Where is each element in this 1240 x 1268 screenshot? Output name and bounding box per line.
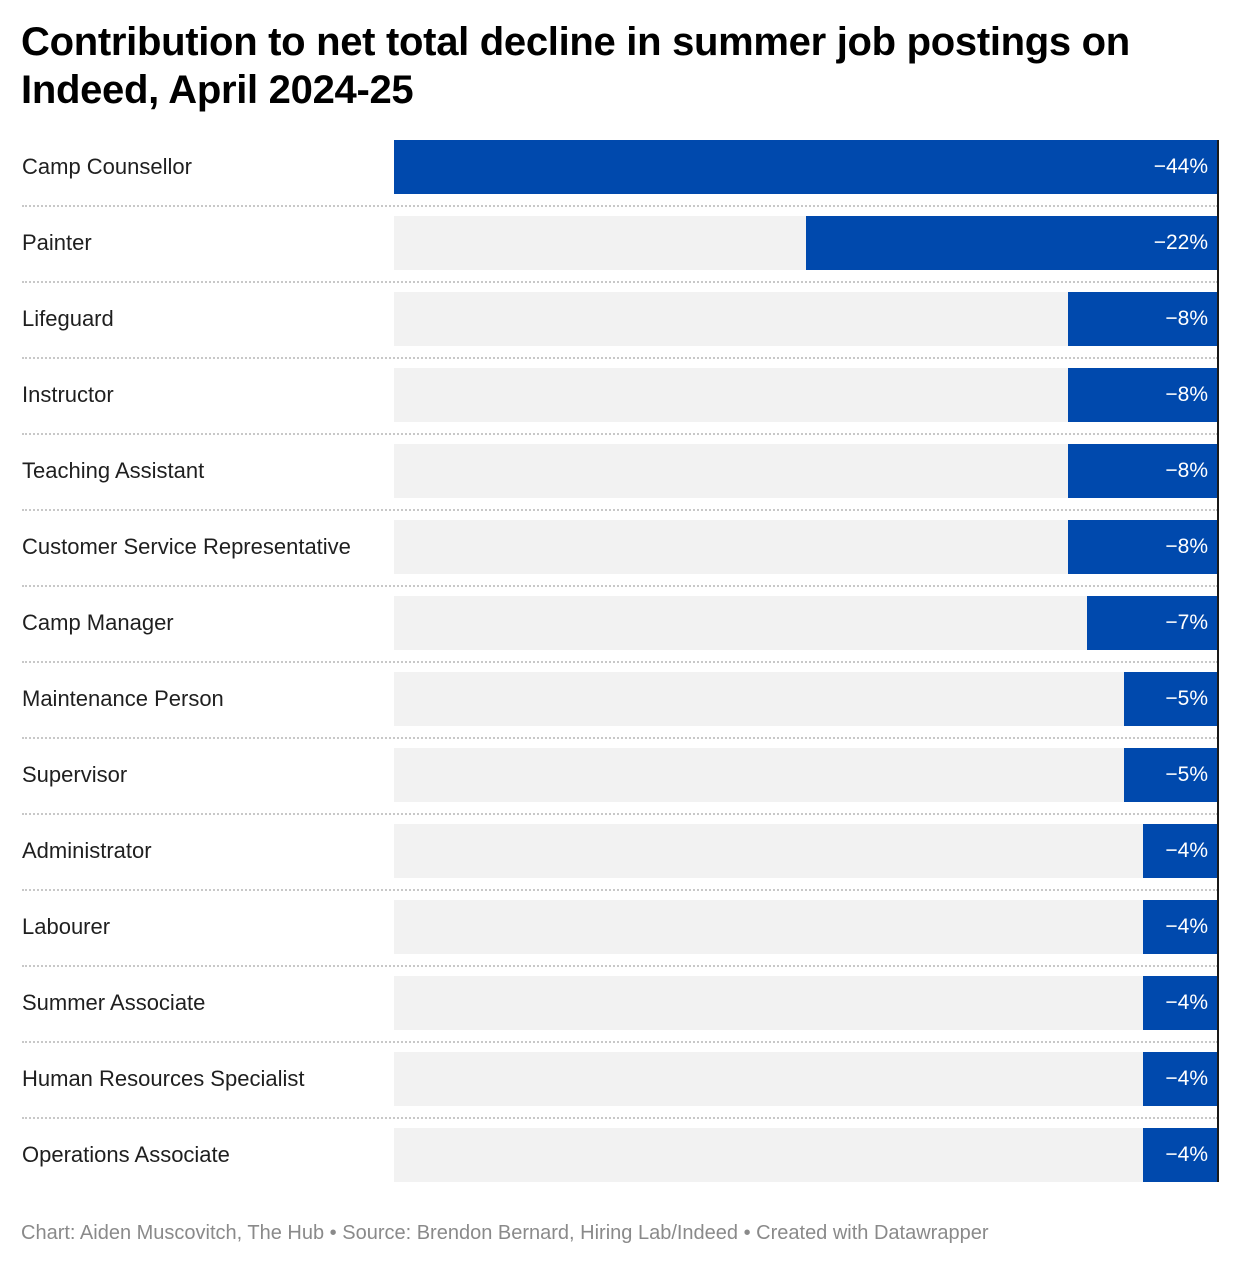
bar bbox=[1143, 1128, 1218, 1182]
bar-row: Painter −22% bbox=[22, 216, 1218, 292]
data-label: −4% bbox=[1165, 915, 1208, 938]
bar-row: Supervisor −5% bbox=[22, 748, 1218, 824]
data-label: −22% bbox=[1153, 231, 1208, 254]
zero-axis-line bbox=[1217, 140, 1219, 1182]
bar-track: −4% bbox=[394, 1052, 1218, 1106]
bar-track: −8% bbox=[394, 444, 1218, 498]
row-divider bbox=[22, 281, 1218, 283]
bar bbox=[1124, 748, 1218, 802]
bar-track: −4% bbox=[394, 900, 1218, 954]
category-label: Operations Associate bbox=[22, 1142, 230, 1167]
bar-track: −4% bbox=[394, 976, 1218, 1030]
bar-row: Lifeguard −8% bbox=[22, 292, 1218, 368]
row-divider bbox=[22, 737, 1218, 739]
category-label: Summer Associate bbox=[22, 990, 206, 1015]
row-divider bbox=[22, 813, 1218, 815]
category-label: Customer Service Representative bbox=[22, 534, 351, 559]
data-label: −8% bbox=[1165, 535, 1208, 558]
row-divider bbox=[22, 1041, 1218, 1043]
bar-track: −44% bbox=[394, 140, 1218, 194]
category-label: Labourer bbox=[22, 914, 111, 939]
row-divider bbox=[22, 357, 1218, 359]
bar-row: Maintenance Person −5% bbox=[22, 672, 1218, 748]
chart-title: Contribution to net total decline in sum… bbox=[21, 20, 1130, 112]
data-label: −7% bbox=[1165, 611, 1208, 634]
bar-row: Customer Service Representative −8% bbox=[22, 520, 1218, 596]
category-label: Maintenance Person bbox=[22, 686, 224, 711]
row-divider bbox=[22, 1117, 1218, 1119]
bar-row: Labourer −4% bbox=[22, 900, 1218, 976]
data-label: −8% bbox=[1165, 459, 1208, 482]
data-label: −4% bbox=[1165, 839, 1208, 862]
data-label: −4% bbox=[1165, 1143, 1208, 1166]
row-divider bbox=[22, 661, 1218, 663]
bar bbox=[1143, 1052, 1218, 1106]
row-divider bbox=[22, 433, 1218, 435]
bar-row: Instructor −8% bbox=[22, 368, 1218, 444]
bar bbox=[1087, 596, 1218, 650]
bar-row: Camp Counsellor −44% bbox=[22, 140, 1218, 216]
bar bbox=[1143, 824, 1218, 878]
bar bbox=[394, 140, 1218, 194]
category-label: Supervisor bbox=[22, 762, 128, 787]
bar-row: Teaching Assistant −8% bbox=[22, 444, 1218, 520]
category-label: Lifeguard bbox=[22, 306, 114, 331]
bar-track: −7% bbox=[394, 596, 1218, 650]
bar-track: −5% bbox=[394, 672, 1218, 726]
data-label: −8% bbox=[1165, 383, 1208, 406]
chart-footer: Chart: Aiden Muscovitch, The Hub • Sourc… bbox=[21, 1222, 989, 1244]
bar bbox=[1068, 520, 1218, 574]
data-label: −8% bbox=[1165, 307, 1208, 330]
bar bbox=[806, 216, 1218, 270]
bar-track: −5% bbox=[394, 748, 1218, 802]
bar-track: −4% bbox=[394, 824, 1218, 878]
data-label: −5% bbox=[1165, 763, 1208, 786]
category-label: Teaching Assistant bbox=[22, 458, 205, 483]
data-label: −5% bbox=[1165, 687, 1208, 710]
bar bbox=[1143, 976, 1218, 1030]
row-divider bbox=[22, 585, 1218, 587]
bar bbox=[1068, 292, 1218, 346]
data-label: −4% bbox=[1165, 1067, 1208, 1090]
bar-row: Summer Associate −4% bbox=[22, 976, 1218, 1052]
bar bbox=[1068, 368, 1218, 422]
category-label: Instructor bbox=[22, 382, 114, 407]
bar-row: Camp Manager −7% bbox=[22, 596, 1218, 672]
bar-track: −8% bbox=[394, 368, 1218, 422]
data-label: −44% bbox=[1153, 155, 1208, 178]
row-divider bbox=[22, 509, 1218, 511]
row-divider bbox=[22, 205, 1218, 207]
bar-track: −22% bbox=[394, 216, 1218, 270]
bar-track: −4% bbox=[394, 1128, 1218, 1182]
category-label: Camp Counsellor bbox=[22, 154, 192, 179]
category-label: Administrator bbox=[22, 838, 152, 863]
bar bbox=[1124, 672, 1218, 726]
row-divider bbox=[22, 965, 1218, 967]
bar bbox=[1143, 900, 1218, 954]
bar-track: −8% bbox=[394, 292, 1218, 346]
bar-row: Administrator −4% bbox=[22, 824, 1218, 900]
category-label: Human Resources Specialist bbox=[22, 1066, 305, 1091]
bar-row: Operations Associate −4% bbox=[22, 1128, 1218, 1204]
bar bbox=[1068, 444, 1218, 498]
category-label: Camp Manager bbox=[22, 610, 174, 635]
category-label: Painter bbox=[22, 230, 92, 255]
data-label: −4% bbox=[1165, 991, 1208, 1014]
row-divider bbox=[22, 889, 1218, 891]
bar-track: −8% bbox=[394, 520, 1218, 574]
bar-row: Human Resources Specialist −4% bbox=[22, 1052, 1218, 1128]
